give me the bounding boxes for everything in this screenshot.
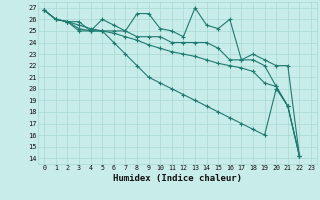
X-axis label: Humidex (Indice chaleur): Humidex (Indice chaleur) xyxy=(113,174,242,183)
